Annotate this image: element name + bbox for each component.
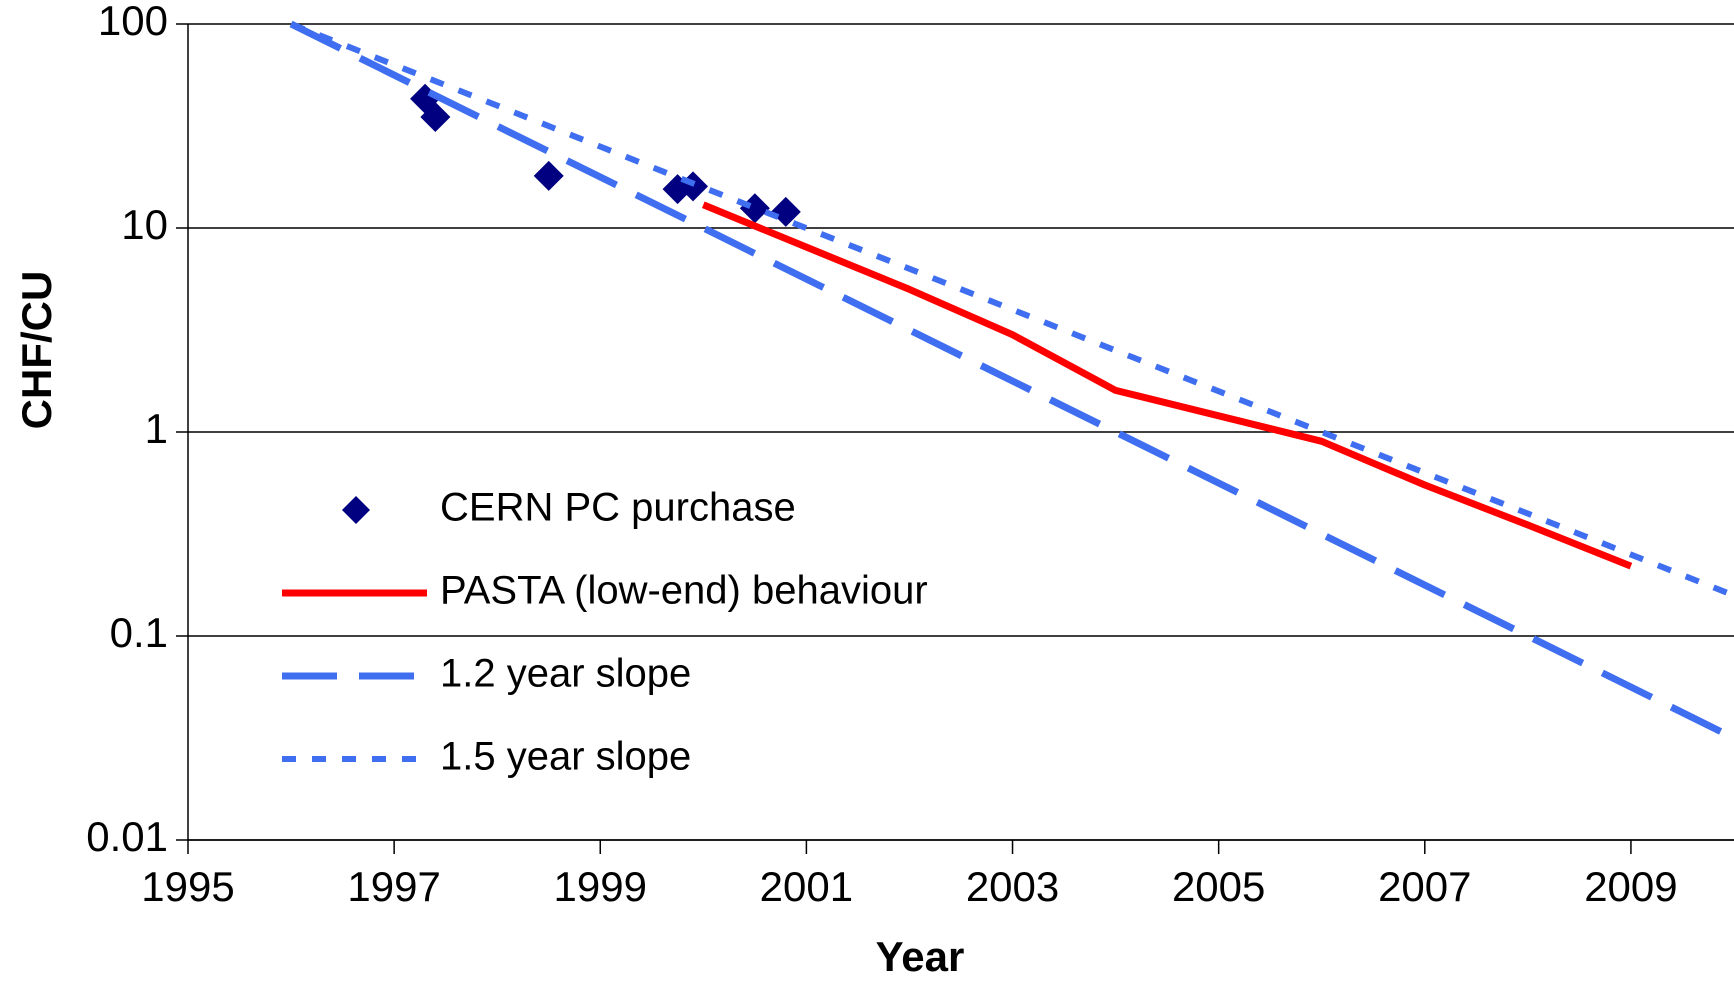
y-axis-title: CHF/CU [13,271,60,430]
legend-label: 1.2 year slope [440,652,691,696]
legend-label: PASTA (low-end) behaviour [440,569,928,613]
y-tick-label: 0.1 [110,609,168,656]
data-point [739,193,770,224]
x-tick-label: 1995 [141,863,234,910]
y-tick-label: 10 [121,201,168,248]
y-tick-label: 100 [98,0,168,44]
x-tick-label: 1997 [347,863,440,910]
legend-swatch [342,496,370,524]
y-tick-label: 0.01 [86,813,168,860]
x-tick-label: 1999 [554,863,647,910]
x-axis-title: Year [876,933,965,980]
data-point [770,196,801,227]
x-tick-label: 2003 [966,863,1059,910]
data-point [420,102,451,133]
x-tick-label: 2001 [760,863,853,910]
legend-label: CERN PC purchase [440,486,796,530]
x-tick-label: 2009 [1584,863,1677,910]
y-tick-label: 1 [145,405,168,452]
series-line [701,201,1633,570]
x-tick-label: 2005 [1172,863,1265,910]
x-tick-label: 2007 [1378,863,1471,910]
data-point [533,160,564,191]
series-line [289,20,1734,742]
series-line [289,21,1734,599]
legend-label: 1.5 year slope [440,735,691,779]
